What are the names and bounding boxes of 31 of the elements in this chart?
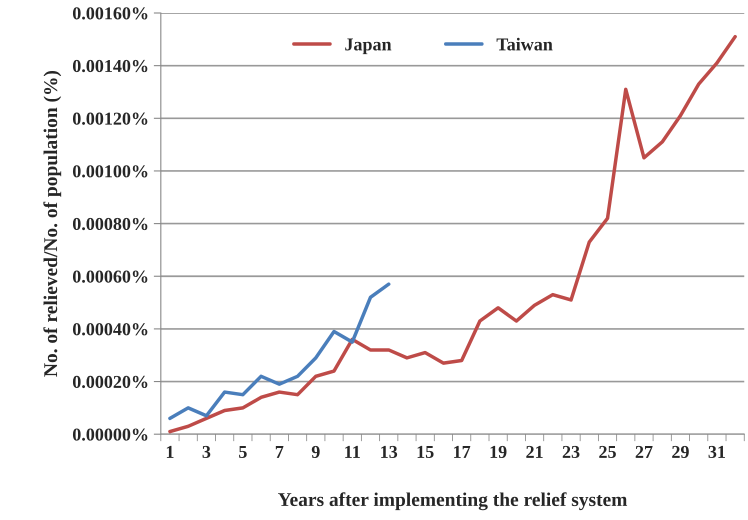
y-tick-label: 0.00160% (72, 7, 148, 20)
legend-label: Japan (345, 38, 392, 54)
x-tick-label: 15 (418, 446, 434, 458)
y-tick-label: 0.00020% (72, 376, 148, 388)
x-tick-label: 25 (599, 446, 616, 458)
y-tick-label: 0.00120% (72, 112, 148, 125)
x-tick-label: 3 (202, 446, 210, 458)
x-tick-label: 17 (454, 446, 470, 458)
line-series (168, 34, 737, 434)
legend-label: Taiwan (496, 38, 553, 50)
x-tick-label: 23 (562, 446, 580, 458)
y-tick-label: 0.00000% (72, 428, 148, 441)
x-tick-label: 27 (636, 446, 653, 458)
y-tick-label: 0.00080% (72, 218, 148, 230)
x-tick-label: 11 (345, 446, 360, 458)
x-tick-label: 7 (276, 446, 284, 458)
x-tick-label: 31 (708, 446, 726, 458)
x-tick-label: 21 (526, 446, 543, 458)
x-tick-label: 13 (381, 446, 398, 458)
y-tick-label: 0.00140% (72, 60, 148, 72)
line-series (168, 282, 390, 420)
x-tick-label: 29 (672, 446, 689, 458)
x-tick-label: 9 (312, 446, 320, 458)
y-tick-label: 0.00040% (72, 323, 148, 336)
x-tick-label: 19 (490, 446, 506, 458)
x-axis-title: Years after implementing the relief system (278, 492, 628, 510)
y-tick-label: 0.00100% (72, 165, 148, 178)
y-axis-title: No. of relieved/No. of population (%) (43, 70, 62, 377)
y-tick-label: 0.00060% (72, 270, 148, 283)
x-tick-label: 5 (239, 446, 247, 458)
x-tick-label: 1 (166, 446, 174, 458)
